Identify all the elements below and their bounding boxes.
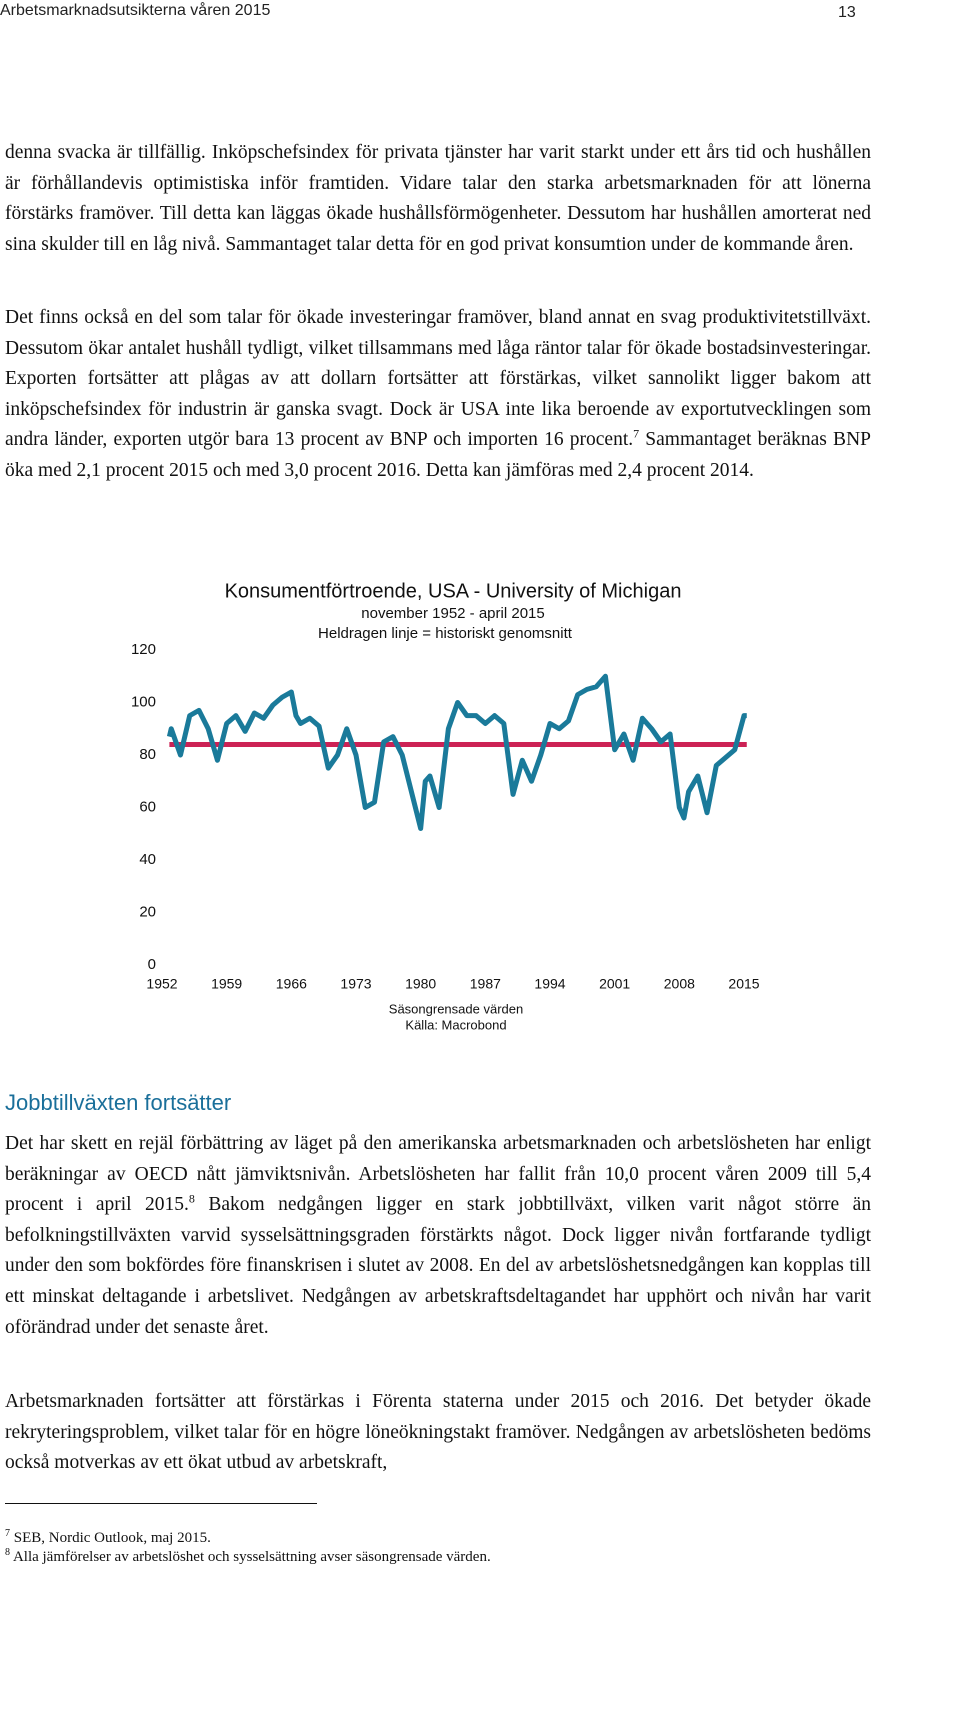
text: Bakom nedgången ligger en stark jobbtill… [5, 1194, 872, 1338]
paragraph: Arbetsmarknaden fortsätter att förstärka… [5, 1387, 871, 1479]
footnote: 7 SEB, Nordic Outlook, maj 2015. [5, 1528, 211, 1547]
y-tick-label: 100 [131, 693, 156, 710]
x-tick-label: 2001 [599, 976, 630, 992]
x-tick-label: 1959 [211, 976, 242, 992]
text: Arbetsmarknaden fortsätter att förstärka… [5, 1391, 871, 1474]
chart: Konsumentförtroende, USA - University of… [131, 580, 760, 1032]
chart-annotation: Heldragen linje = historiskt genomsnitt [318, 625, 573, 642]
footnote: 8 Alla jämförelser av arbetslöshet och s… [5, 1547, 491, 1566]
y-tick-label: 80 [139, 746, 156, 763]
running-head: Arbetsmarknadsutsikterna våren 2015 [0, 2, 271, 19]
chart-title: Konsumentförtroende, USA - University of… [225, 580, 682, 602]
footnote-mark: 8 [5, 1547, 10, 1558]
y-tick-label: 40 [139, 851, 156, 868]
x-tick-label: 2015 [728, 976, 759, 992]
y-tick-label: 20 [139, 903, 156, 920]
text: Sammantaget beräknas BNP öka med 2,1 pro… [5, 429, 871, 481]
x-tick-label: 1987 [470, 976, 501, 992]
chart-source: Källa: Macrobond [405, 1017, 506, 1032]
x-tick-label: 1980 [405, 976, 436, 992]
paragraph: Det har skett en rejäl förbättring av lä… [5, 1129, 871, 1343]
x-tick-label: 1973 [340, 976, 371, 992]
y-tick-label: 60 [139, 798, 156, 815]
footnote-rule [5, 1503, 317, 1504]
section-heading: Jobbtillväxten fortsätter [5, 1090, 232, 1115]
footnote-text: SEB, Nordic Outlook, maj 2015. [13, 1530, 211, 1546]
y-tick-label: 120 [131, 641, 156, 658]
paragraph: Det finns också en del som talar för öka… [5, 303, 871, 487]
line-series [166, 673, 747, 831]
footnote-ref: 7 [633, 426, 640, 441]
text: Det har skett en rejäl förbättring av lä… [5, 1133, 871, 1216]
footnote-mark: 7 [5, 1528, 10, 1539]
x-tick-label: 1966 [276, 976, 307, 992]
x-tick-label: 1994 [534, 976, 565, 992]
text: denna svacka är tillfällig. Inköpschefsi… [5, 142, 871, 255]
y-tick-label: 0 [148, 956, 156, 973]
chart-note: Säsongrensade värden [389, 1001, 523, 1016]
x-tick-label: 2008 [664, 976, 695, 992]
footnote-text: Alla jämförelser av arbetslöshet och sys… [12, 1549, 491, 1565]
page-number: 13 [838, 4, 856, 21]
text: Det finns också en del som talar för öka… [5, 307, 871, 451]
paragraph: denna svacka är tillfällig. Inköpschefsi… [5, 138, 871, 260]
footnote-ref: 8 [188, 1191, 195, 1206]
x-tick-label: 1952 [146, 976, 177, 992]
chart-subtitle: november 1952 - april 2015 [361, 605, 544, 622]
